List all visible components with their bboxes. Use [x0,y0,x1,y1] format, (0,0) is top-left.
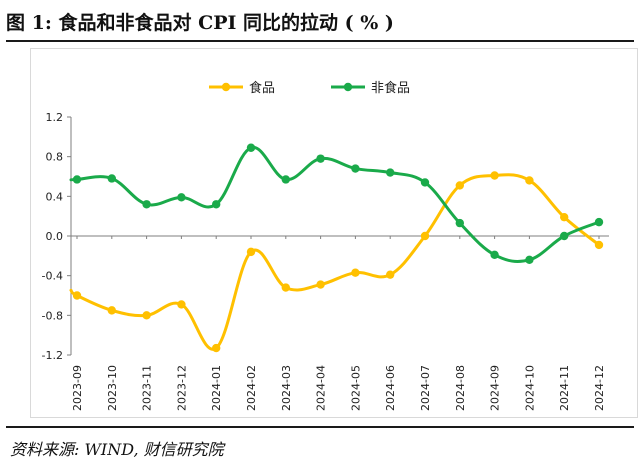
data-point-series-2 [72,175,82,184]
x-tick-label: 2024-10 [523,365,536,411]
x-tick-label: 2023-09 [71,365,84,411]
data-point-series-1 [386,270,395,279]
data-point-series-2 [316,154,325,163]
legend-label: 食品 [249,80,275,96]
data-point-series-1 [316,280,325,289]
data-point-series-2 [594,217,604,227]
x-tick-label: 2024-06 [384,365,397,411]
x-tick-label: 2024-08 [454,365,467,411]
y-tick-label: 1.2 [46,111,64,124]
y-tick-label: 0.0 [46,230,64,243]
data-point-series-2 [107,174,117,183]
legend-swatch-marker [221,82,231,92]
x-tick-label: 2024-04 [315,365,328,411]
chart-area: 1.2 0.8 0.4 0.0 -0.4 -0.8 -1.2 2023-09 2023-10 20… [30,48,638,418]
data-point-series-1 [142,311,151,320]
data-point-series-1 [560,212,569,222]
x-tick-label: 2024-01 [210,365,223,411]
data-point-series-1 [212,343,221,353]
data-point-series-2 [351,164,360,173]
figure-title: 图 1: 食品和非食品对 CPI 同比的拉动 ( % ) [6,12,394,34]
x-tick-label: 2024-11 [558,365,571,411]
data-point-series-2 [386,168,395,177]
legend-label: 非食品 [371,80,410,96]
data-point-series-2 [420,178,430,187]
data-point-series-1 [177,300,186,309]
x-tick-label: 2024-07 [419,365,432,411]
data-point-series-1 [246,247,256,257]
source-rule [6,426,634,428]
data-point-series-1 [455,181,464,190]
data-point-series-2 [525,255,534,264]
data-point-series-1 [594,240,604,250]
data-point-series-1 [107,306,117,315]
y-tick-label: 0.8 [46,151,64,164]
data-point-series-1 [351,268,360,277]
y-tick-label: 0.4 [46,190,64,203]
series-line-1 [69,173,601,351]
x-tick-label: 2024-03 [280,365,293,411]
y-tick-label: -0.8 [42,309,63,322]
y-tick-label: -1.2 [42,349,63,362]
data-point-series-2 [490,250,499,260]
title-rule [6,40,634,42]
data-point-series-1 [525,176,534,185]
data-point-series-1 [420,231,430,241]
data-point-series-2 [212,200,221,209]
y-tick-label: -0.4 [42,270,63,283]
data-point-series-1 [281,283,290,292]
data-point-series-2 [455,218,464,228]
data-point-series-1 [72,291,82,300]
x-tick-label: 2024-12 [593,365,606,411]
data-point-series-2 [281,175,290,184]
x-tick-label: 2024-09 [489,365,502,411]
x-tick-label: 2024-02 [245,365,258,411]
x-tick-label: 2023-10 [106,365,119,411]
x-tick-label: 2023-12 [175,365,188,411]
x-tick-label: 2023-11 [141,365,154,411]
data-point-series-2 [560,231,569,241]
data-point-series-2 [142,200,151,209]
x-tick-label: 2024-05 [349,365,362,411]
data-point-series-1 [490,171,499,180]
legend-swatch-marker [343,82,353,92]
source-note: 资料来源: WIND, 财信研究院 [10,440,224,459]
line-chart: 1.2 0.8 0.4 0.0 -0.4 -0.8 -1.2 2023-09 2023-10 20… [42,80,609,411]
data-point-series-2 [177,193,186,202]
data-point-series-2 [246,143,256,152]
